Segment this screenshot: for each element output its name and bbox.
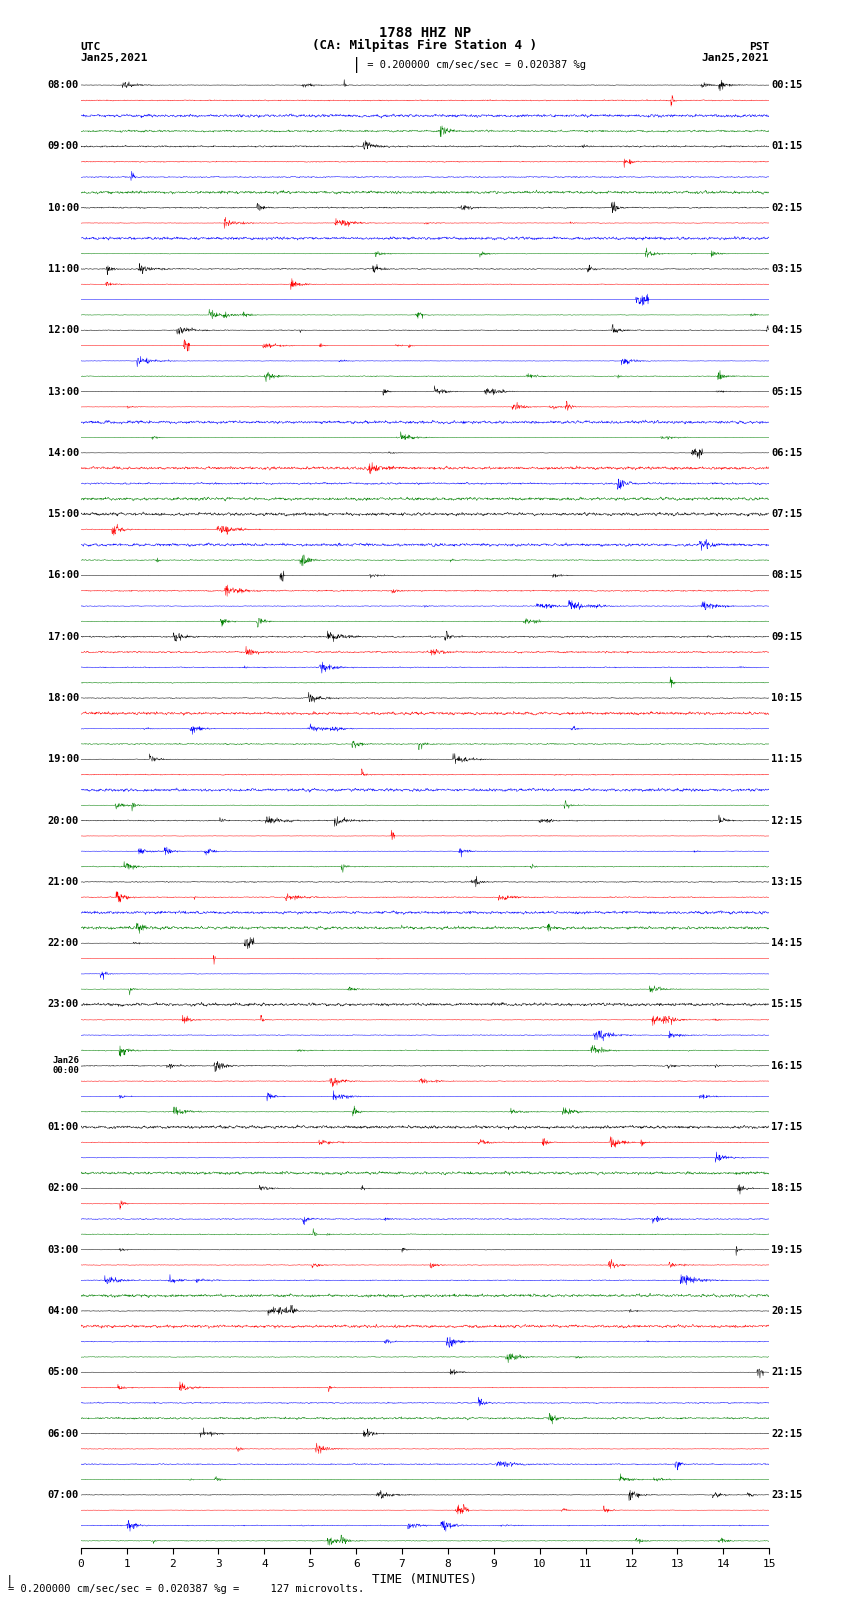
Text: 19:15: 19:15 (771, 1245, 802, 1255)
Text: (CA: Milpitas Fire Station 4 ): (CA: Milpitas Fire Station 4 ) (313, 39, 537, 52)
Text: 16:15: 16:15 (771, 1061, 802, 1071)
Text: 05:00: 05:00 (48, 1368, 79, 1378)
Text: 22:15: 22:15 (771, 1429, 802, 1439)
Text: 19:00: 19:00 (48, 755, 79, 765)
Text: = 0.200000 cm/sec/sec = 0.020387 %g =     127 microvolts.: = 0.200000 cm/sec/sec = 0.020387 %g = 12… (8, 1584, 365, 1594)
Text: 04:00: 04:00 (48, 1307, 79, 1316)
Text: 15:15: 15:15 (771, 1000, 802, 1010)
Text: 12:00: 12:00 (48, 326, 79, 336)
Text: = 0.200000 cm/sec/sec = 0.020387 %g: = 0.200000 cm/sec/sec = 0.020387 %g (361, 60, 586, 69)
Text: 17:00: 17:00 (48, 632, 79, 642)
Text: 11:15: 11:15 (771, 755, 802, 765)
Text: 06:15: 06:15 (771, 448, 802, 458)
Text: 20:15: 20:15 (771, 1307, 802, 1316)
Text: 05:15: 05:15 (771, 387, 802, 397)
Text: 04:15: 04:15 (771, 326, 802, 336)
Text: 12:15: 12:15 (771, 816, 802, 826)
Text: 03:00: 03:00 (48, 1245, 79, 1255)
Text: 08:00: 08:00 (48, 81, 79, 90)
Text: 14:00: 14:00 (48, 448, 79, 458)
Text: 01:00: 01:00 (48, 1123, 79, 1132)
Text: 03:15: 03:15 (771, 265, 802, 274)
Text: 16:00: 16:00 (48, 571, 79, 581)
Text: Jan25,2021: Jan25,2021 (81, 53, 148, 63)
Text: 22:00: 22:00 (48, 939, 79, 948)
Text: |: | (353, 56, 361, 73)
Text: 10:00: 10:00 (48, 203, 79, 213)
Text: PST: PST (749, 42, 769, 52)
Text: 20:00: 20:00 (48, 816, 79, 826)
Text: |: | (6, 1574, 14, 1587)
Text: 02:15: 02:15 (771, 203, 802, 213)
Text: 11:00: 11:00 (48, 265, 79, 274)
Text: 10:15: 10:15 (771, 694, 802, 703)
Text: 15:00: 15:00 (48, 510, 79, 519)
Text: 1788 HHZ NP: 1788 HHZ NP (379, 26, 471, 39)
Text: 06:00: 06:00 (48, 1429, 79, 1439)
Text: 01:15: 01:15 (771, 142, 802, 152)
Text: 21:00: 21:00 (48, 877, 79, 887)
X-axis label: TIME (MINUTES): TIME (MINUTES) (372, 1573, 478, 1586)
Text: 00:15: 00:15 (771, 81, 802, 90)
Text: 21:15: 21:15 (771, 1368, 802, 1378)
Text: 14:15: 14:15 (771, 939, 802, 948)
Text: 23:00: 23:00 (48, 1000, 79, 1010)
Text: 02:00: 02:00 (48, 1184, 79, 1194)
Text: 18:15: 18:15 (771, 1184, 802, 1194)
Text: 13:15: 13:15 (771, 877, 802, 887)
Text: 07:15: 07:15 (771, 510, 802, 519)
Text: 13:00: 13:00 (48, 387, 79, 397)
Text: 08:15: 08:15 (771, 571, 802, 581)
Text: UTC: UTC (81, 42, 101, 52)
Text: 17:15: 17:15 (771, 1123, 802, 1132)
Text: 09:15: 09:15 (771, 632, 802, 642)
Text: 09:00: 09:00 (48, 142, 79, 152)
Text: Jan25,2021: Jan25,2021 (702, 53, 769, 63)
Text: Jan26
00:00: Jan26 00:00 (52, 1057, 79, 1076)
Text: 23:15: 23:15 (771, 1490, 802, 1500)
Text: 18:00: 18:00 (48, 694, 79, 703)
Text: 07:00: 07:00 (48, 1490, 79, 1500)
